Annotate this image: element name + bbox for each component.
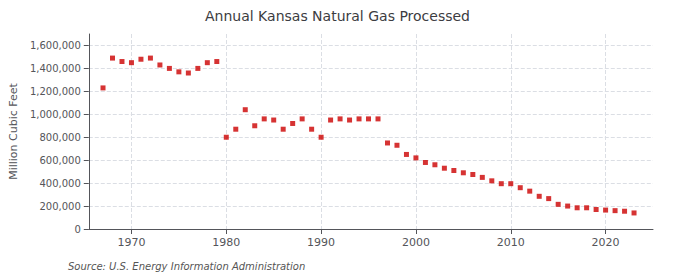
svg-text:Annual Kansas Natural Gas Proc: Annual Kansas Natural Gas Processed [205, 8, 470, 24]
svg-text:2020: 2020 [592, 236, 620, 249]
svg-text:1,200,000: 1,200,000 [30, 86, 81, 97]
svg-text:Million Cubic Feet: Million Cubic Feet [7, 82, 20, 179]
svg-text:Source: U.S. Energy Informatio: Source: U.S. Energy Information Administ… [68, 261, 305, 272]
svg-text:1,000,000: 1,000,000 [30, 109, 81, 120]
svg-text:1,400,000: 1,400,000 [30, 63, 81, 74]
svg-text:2000: 2000 [402, 236, 430, 249]
svg-text:400,000: 400,000 [39, 178, 80, 189]
svg-text:1980: 1980 [212, 236, 240, 249]
svg-text:200,000: 200,000 [39, 201, 80, 212]
svg-text:800,000: 800,000 [39, 132, 80, 143]
svg-text:1970: 1970 [117, 236, 145, 249]
svg-text:1990: 1990 [307, 236, 335, 249]
svg-text:2010: 2010 [497, 236, 525, 249]
svg-text:1,600,000: 1,600,000 [30, 40, 81, 51]
svg-text:600,000: 600,000 [39, 155, 80, 166]
svg-text:0: 0 [74, 224, 80, 235]
